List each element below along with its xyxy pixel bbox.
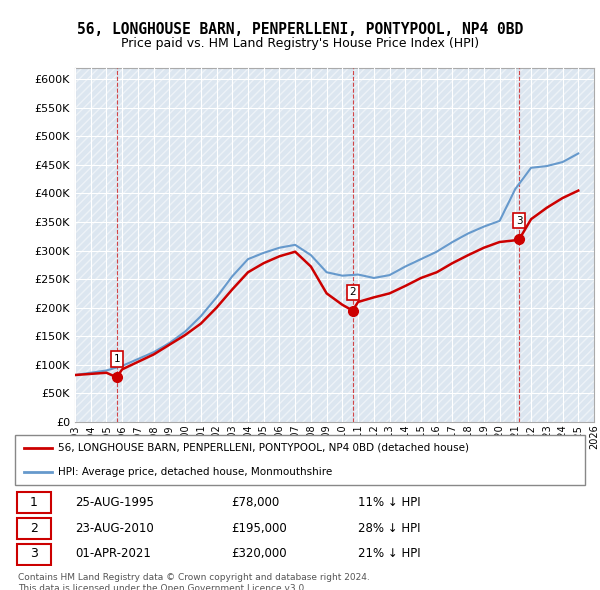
- Text: £78,000: £78,000: [231, 496, 279, 509]
- Text: £320,000: £320,000: [231, 548, 287, 560]
- Text: 3: 3: [516, 216, 523, 226]
- Text: 56, LONGHOUSE BARN, PENPERLLENI, PONTYPOOL, NP4 0BD (detached house): 56, LONGHOUSE BARN, PENPERLLENI, PONTYPO…: [58, 443, 469, 453]
- FancyBboxPatch shape: [17, 493, 51, 513]
- Text: £195,000: £195,000: [231, 522, 287, 535]
- Text: 56, LONGHOUSE BARN, PENPERLLENI, PONTYPOOL, NP4 0BD: 56, LONGHOUSE BARN, PENPERLLENI, PONTYPO…: [77, 22, 523, 37]
- Text: 1: 1: [30, 496, 38, 509]
- FancyBboxPatch shape: [17, 544, 51, 565]
- Text: Contains HM Land Registry data © Crown copyright and database right 2024.
This d: Contains HM Land Registry data © Crown c…: [18, 573, 370, 590]
- Text: 2: 2: [30, 522, 38, 535]
- Text: 25-AUG-1995: 25-AUG-1995: [76, 496, 154, 509]
- Text: 11% ↓ HPI: 11% ↓ HPI: [358, 496, 420, 509]
- FancyBboxPatch shape: [15, 435, 585, 485]
- Text: Price paid vs. HM Land Registry's House Price Index (HPI): Price paid vs. HM Land Registry's House …: [121, 37, 479, 50]
- Text: 2: 2: [349, 287, 356, 297]
- Text: HPI: Average price, detached house, Monmouthshire: HPI: Average price, detached house, Monm…: [58, 467, 332, 477]
- Text: 21% ↓ HPI: 21% ↓ HPI: [358, 548, 420, 560]
- Text: 1: 1: [113, 354, 120, 364]
- Text: 01-APR-2021: 01-APR-2021: [76, 548, 151, 560]
- Text: 3: 3: [30, 548, 38, 560]
- FancyBboxPatch shape: [17, 518, 51, 539]
- Text: 28% ↓ HPI: 28% ↓ HPI: [358, 522, 420, 535]
- Text: 23-AUG-2010: 23-AUG-2010: [76, 522, 154, 535]
